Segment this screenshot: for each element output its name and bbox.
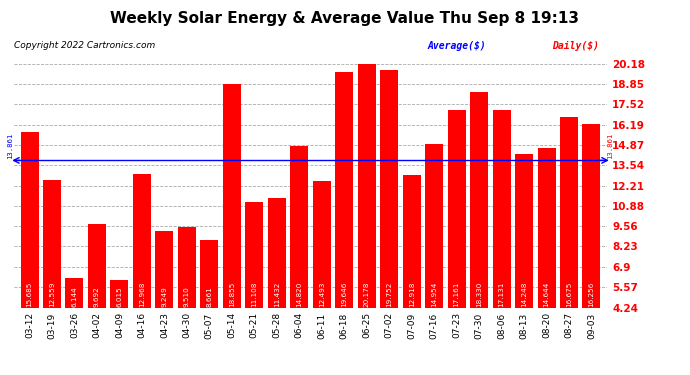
Text: 12.918: 12.918 (408, 281, 415, 307)
Bar (425, 144, 443, 372)
Bar (268, 198, 286, 372)
Bar (380, 70, 398, 372)
Text: 19.752: 19.752 (386, 281, 392, 307)
Text: 6.015: 6.015 (117, 286, 122, 307)
Bar (515, 154, 533, 372)
Text: 13.861: 13.861 (8, 133, 13, 159)
Text: Daily($): Daily($) (552, 41, 599, 51)
Text: 12.559: 12.559 (49, 281, 55, 307)
Bar (493, 110, 511, 372)
Bar (178, 227, 196, 372)
Text: 6.144: 6.144 (72, 286, 77, 307)
Text: 8.661: 8.661 (206, 286, 213, 307)
Bar (335, 72, 353, 372)
Bar (582, 124, 600, 372)
Text: Average($): Average($) (428, 41, 486, 51)
Bar (448, 110, 466, 372)
Text: 15.685: 15.685 (26, 281, 32, 307)
Bar (538, 148, 555, 372)
Bar (403, 175, 421, 372)
Bar (200, 240, 218, 372)
Bar (66, 278, 83, 372)
Text: 16.675: 16.675 (566, 281, 572, 307)
Text: 9.510: 9.510 (184, 286, 190, 307)
Text: 11.108: 11.108 (251, 281, 257, 307)
Text: 20.178: 20.178 (364, 281, 370, 307)
Text: 14.644: 14.644 (544, 281, 549, 307)
Bar (246, 202, 264, 372)
Bar (43, 180, 61, 372)
Bar (133, 174, 151, 372)
Bar (88, 224, 106, 372)
Bar (155, 231, 173, 372)
Text: 12.493: 12.493 (319, 281, 325, 307)
Text: 18.330: 18.330 (476, 281, 482, 307)
Text: 14.954: 14.954 (431, 281, 437, 307)
Text: Copyright 2022 Cartronics.com: Copyright 2022 Cartronics.com (14, 41, 155, 50)
Bar (313, 181, 331, 372)
Text: Weekly Solar Energy & Average Value Thu Sep 8 19:13: Weekly Solar Energy & Average Value Thu … (110, 11, 580, 26)
Text: 14.820: 14.820 (296, 281, 302, 307)
Bar (290, 146, 308, 372)
Text: 16.256: 16.256 (589, 281, 595, 307)
Bar (470, 92, 488, 372)
Text: 14.248: 14.248 (521, 281, 527, 307)
Text: 17.131: 17.131 (499, 281, 504, 307)
Bar (21, 132, 39, 372)
Text: 12.968: 12.968 (139, 281, 145, 307)
Bar (560, 117, 578, 372)
Bar (223, 84, 241, 372)
Text: 13.861: 13.861 (608, 133, 613, 159)
Text: 11.432: 11.432 (274, 281, 279, 307)
Text: 17.161: 17.161 (453, 281, 460, 307)
Text: 19.646: 19.646 (342, 281, 347, 307)
Bar (110, 280, 128, 372)
Text: 9.249: 9.249 (161, 286, 168, 307)
Text: 9.692: 9.692 (94, 286, 100, 307)
Text: 18.855: 18.855 (229, 281, 235, 307)
Bar (357, 64, 375, 372)
